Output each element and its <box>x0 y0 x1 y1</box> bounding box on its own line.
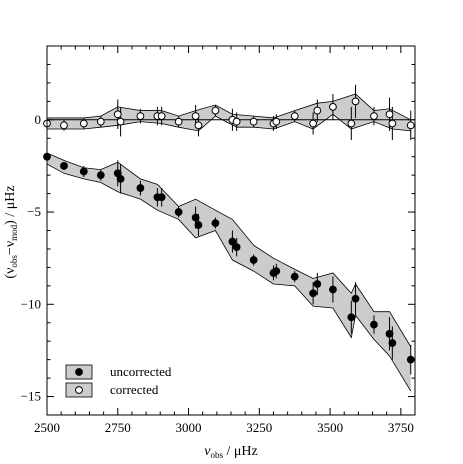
point-uncorrected <box>116 174 125 183</box>
point-uncorrected <box>194 221 203 229</box>
point-uncorrected <box>60 162 68 170</box>
point-corrected <box>272 117 281 126</box>
point-uncorrected <box>351 294 360 303</box>
point-uncorrected <box>249 256 258 264</box>
y-axis-unit: ) / μHz <box>3 185 18 224</box>
point-corrected <box>406 121 415 130</box>
point-uncorrected <box>370 320 378 329</box>
point-uncorrected <box>232 243 241 252</box>
y-axis-subscript-obs: obs <box>9 255 19 268</box>
x-tick-label: 3750 <box>388 420 414 435</box>
axis-ticks <box>46 45 416 416</box>
axis-tick-labels: 2500 2750 3000 3250 3500 3750 0 −5 −10 −15 <box>21 112 414 435</box>
x-tick-label: 2500 <box>34 420 60 435</box>
legend-item-uncorrected: uncorrected <box>65 364 172 380</box>
point-corrected <box>211 106 220 115</box>
x-axis-subscript: obs <box>210 450 223 460</box>
y-tick-label: −15 <box>21 389 41 404</box>
point-uncorrected <box>388 339 397 347</box>
point-corrected <box>136 112 145 121</box>
point-uncorrected <box>329 285 337 294</box>
point-uncorrected <box>272 267 281 275</box>
point-corrected <box>249 117 258 126</box>
point-corrected <box>116 117 125 126</box>
point-uncorrected <box>211 219 220 228</box>
y-axis-title: (νobs−νmod) / μHz <box>3 185 19 278</box>
x-tick-label: 2750 <box>105 420 131 435</box>
y-axis-subscript-mod: mod <box>9 224 19 241</box>
point-corrected <box>232 117 241 126</box>
point-corrected <box>157 112 166 121</box>
y-tick-label: −5 <box>27 204 41 219</box>
point-uncorrected <box>191 213 200 222</box>
point-corrected <box>388 119 397 128</box>
y-tick-label: −10 <box>21 296 41 311</box>
point-corrected <box>96 117 105 126</box>
point-corrected <box>191 112 200 121</box>
point-uncorrected <box>309 289 317 298</box>
y-tick-label: 0 <box>35 112 42 127</box>
legend: uncorrected corrected <box>65 364 172 398</box>
point-uncorrected <box>347 313 356 322</box>
x-tick-label: 3250 <box>246 420 272 435</box>
point-corrected <box>351 97 360 106</box>
legend-marker-corrected <box>75 386 83 394</box>
point-corrected <box>385 110 394 119</box>
x-axis-title: νobs / μHz <box>204 444 257 460</box>
point-uncorrected <box>157 193 166 202</box>
point-uncorrected <box>79 167 88 176</box>
legend-item-corrected: corrected <box>65 382 159 398</box>
point-uncorrected <box>313 280 322 288</box>
point-corrected <box>313 106 322 115</box>
point-corrected <box>329 102 337 111</box>
point-corrected <box>347 119 356 128</box>
x-tick-label: 3500 <box>317 420 343 435</box>
x-tick-label: 3000 <box>176 420 202 435</box>
data-points <box>43 97 415 364</box>
point-corrected <box>79 119 88 128</box>
point-corrected <box>290 112 299 121</box>
point-corrected <box>370 112 378 121</box>
point-uncorrected <box>96 171 105 180</box>
point-corrected <box>113 110 122 119</box>
point-corrected <box>309 119 317 128</box>
point-uncorrected <box>228 237 237 246</box>
point-corrected <box>194 121 203 130</box>
y-axis-minus-nu: −ν <box>3 241 18 255</box>
x-axis-symbol: ν <box>204 444 211 459</box>
legend-marker-uncorrected <box>75 368 83 376</box>
point-corrected <box>60 121 68 130</box>
point-uncorrected <box>174 208 183 216</box>
point-uncorrected <box>290 272 299 281</box>
band-lower-edge-uncorrected <box>46 163 412 392</box>
legend-label-uncorrected: uncorrected <box>110 364 172 379</box>
point-corrected <box>174 117 183 126</box>
point-uncorrected <box>385 329 394 338</box>
legend-label-corrected: corrected <box>110 382 159 397</box>
x-axis-unit: / μHz <box>223 444 258 459</box>
point-uncorrected <box>136 184 145 192</box>
y-axis-open: (ν <box>3 268 18 279</box>
band-upper-edge-uncorrected <box>46 152 412 347</box>
